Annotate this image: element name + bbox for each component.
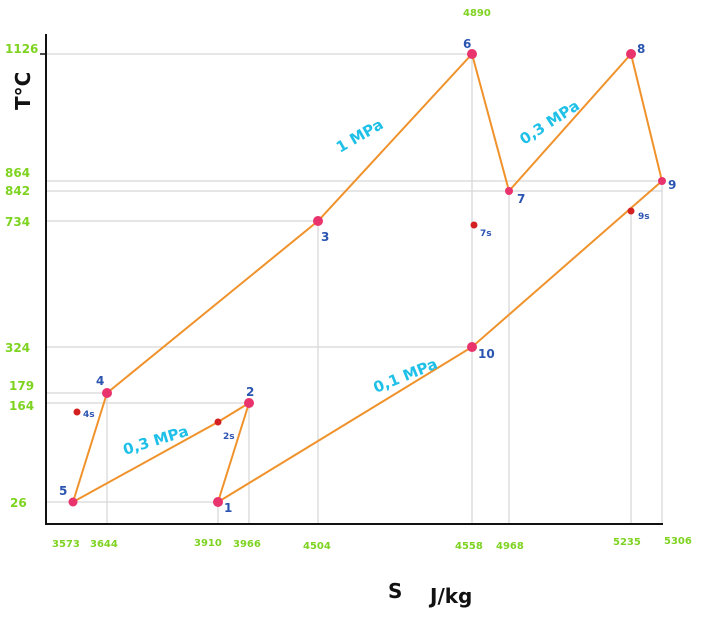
horizontal-guides — [46, 53, 662, 503]
y-tick-labels: 1126 864 842 734 324 179 164 26 — [5, 42, 38, 510]
x-tick-5306: 5306 — [664, 536, 692, 547]
pressure-labels: 1 MPa 0,3 MPa 0,3 MPa 0,1 MPa — [121, 97, 583, 459]
label-point-10: 10 — [478, 347, 495, 361]
point-6 — [467, 49, 477, 59]
x-tick-3910: 3910 — [194, 538, 222, 549]
label-point-3: 3 — [321, 230, 329, 244]
label-point-4: 4 — [96, 374, 104, 388]
label-point-2s: 2s — [223, 432, 235, 442]
axes — [40, 34, 663, 525]
pressure-label-1mpa: 1 MPa — [333, 115, 386, 156]
x-tick-3644: 3644 — [90, 539, 118, 550]
label-point-2: 2 — [246, 385, 254, 399]
point-2s — [214, 418, 222, 426]
x-tick-3573: 3573 — [52, 539, 80, 550]
process-1-2 — [217, 402, 250, 503]
state-point-labels: 1 2 2s 3 4 4s 5 6 7 7s 8 9 9s 10 — [59, 37, 676, 515]
point-9s — [627, 207, 635, 215]
y-tick-734: 734 — [5, 215, 30, 229]
y-axis-title: T°C — [11, 72, 35, 110]
state-points — [68, 49, 666, 507]
y-tick-26: 26 — [10, 496, 27, 510]
label-point-6: 6 — [463, 37, 471, 51]
x-tick-4558: 4558 — [455, 541, 483, 552]
x-tick-4968: 4968 — [496, 541, 524, 552]
process-8-9 — [630, 53, 663, 182]
pressure-label-0-3mpa-top: 0,3 MPa — [516, 97, 582, 149]
process-5-4 — [72, 392, 108, 503]
y-tick-842: 842 — [5, 184, 30, 198]
x-tick-4890-top: 4890 — [463, 8, 491, 19]
y-tick-864: 864 — [5, 166, 30, 180]
x-tick-5235: 5235 — [613, 537, 641, 548]
y-tick-164: 164 — [9, 399, 34, 413]
point-2 — [244, 398, 254, 408]
x-axis-title-symbol: S — [388, 579, 402, 603]
y-tick-324: 324 — [5, 341, 30, 355]
y-tick-1126: 1126 — [5, 42, 38, 56]
process-6-7 — [471, 53, 510, 192]
label-point-8: 8 — [637, 42, 645, 56]
label-point-9: 9 — [668, 178, 676, 192]
y-tick-179: 179 — [9, 379, 34, 393]
point-5 — [68, 497, 78, 507]
point-3 — [313, 216, 323, 226]
label-point-1: 1 — [224, 501, 232, 515]
x-tick-labels: 3573 3644 3910 3966 4504 4558 4968 5235 … — [52, 8, 692, 552]
point-7 — [505, 187, 513, 195]
label-point-9s: 9s — [638, 212, 650, 222]
point-4 — [102, 388, 112, 398]
pressure-label-0-1mpa: 0,1 MPa — [371, 355, 440, 397]
label-point-5: 5 — [59, 484, 67, 498]
point-10 — [467, 342, 477, 352]
process-4-3-6 — [106, 53, 473, 394]
x-axis-title-unit: J/kg — [428, 584, 472, 608]
vertical-guides — [106, 54, 663, 523]
process-9-10-1 — [217, 180, 663, 503]
label-point-4s: 4s — [83, 410, 95, 420]
x-tick-4504: 4504 — [303, 541, 331, 552]
process-7-8 — [508, 53, 632, 192]
label-point-7: 7 — [517, 192, 525, 206]
point-7s — [470, 221, 478, 229]
point-9 — [658, 177, 666, 185]
point-4s — [73, 408, 81, 416]
x-tick-3966: 3966 — [233, 539, 261, 550]
label-point-7s: 7s — [480, 229, 492, 239]
pressure-label-0-3mpa-bottom: 0,3 MPa — [121, 422, 191, 459]
point-8 — [626, 49, 636, 59]
point-1 — [213, 497, 223, 507]
